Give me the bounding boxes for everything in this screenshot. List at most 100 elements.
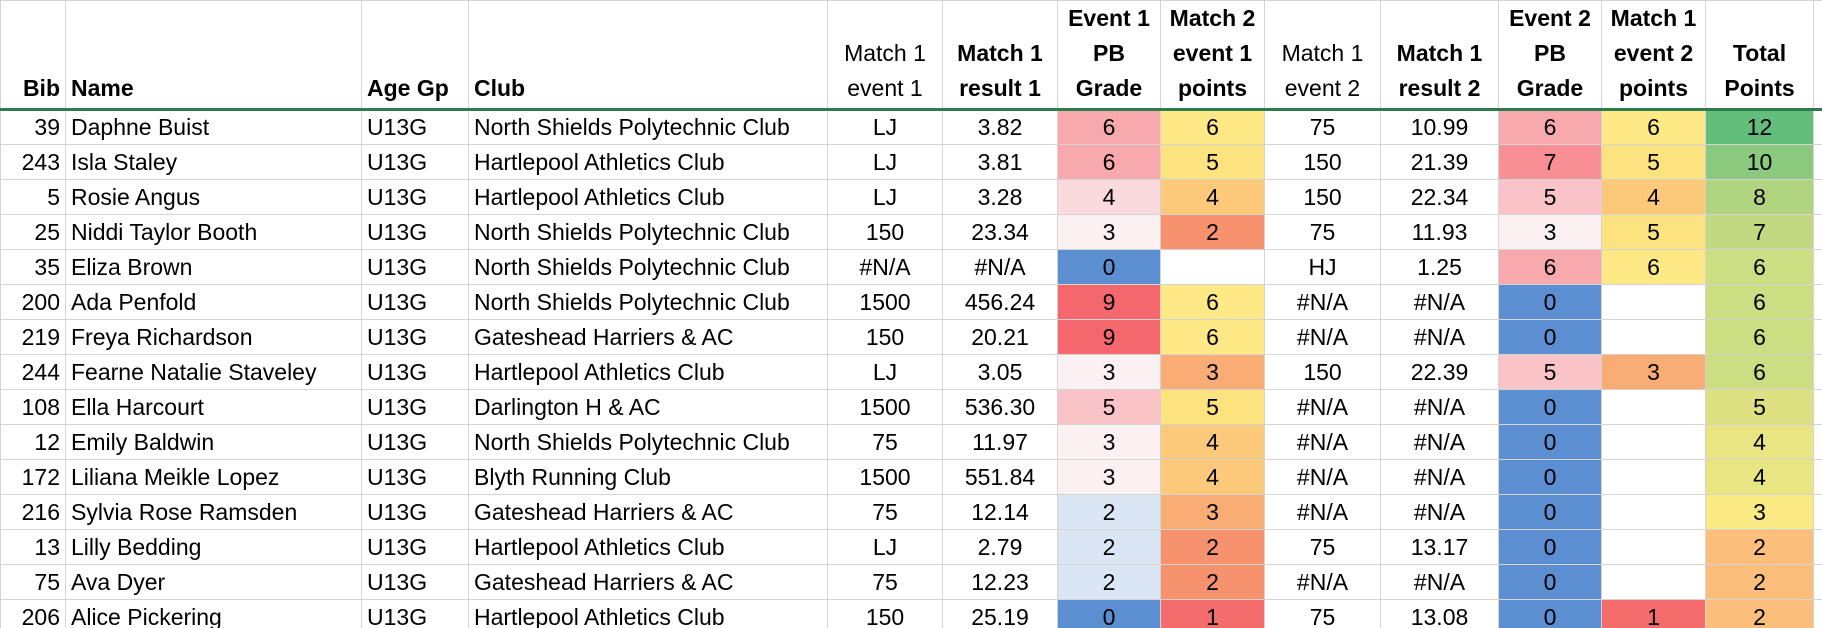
club-cell[interactable]: North Shields Polytechnic Club [468,214,828,250]
points1-cell[interactable]: 1 [1160,599,1265,628]
age-group-cell[interactable]: U13G [361,179,469,215]
club-cell[interactable]: Gateshead Harriers & AC [468,494,828,530]
age-group-cell[interactable]: U13G [361,354,469,390]
pb2-grade-cell[interactable]: 0 [1498,599,1602,628]
pb2-grade-cell[interactable]: 5 [1498,354,1602,390]
event1-cell[interactable]: LJ [827,109,943,145]
pb1-grade-cell[interactable]: 2 [1057,529,1161,565]
points1-cell[interactable]: 6 [1160,284,1265,320]
bib-cell[interactable]: 172 [0,459,66,495]
pb1-grade-cell[interactable]: 2 [1057,494,1161,530]
age-group-cell[interactable]: U13G [361,144,469,180]
pb1-grade-cell[interactable]: 3 [1057,214,1161,250]
points1-cell[interactable]: 5 [1160,144,1265,180]
points1-cell[interactable]: 4 [1160,459,1265,495]
result1-cell[interactable]: #N/A [942,249,1058,285]
age-group-cell[interactable]: U13G [361,424,469,460]
age-group-cell[interactable]: U13G [361,249,469,285]
event2-cell[interactable]: 150 [1264,179,1381,215]
result2-cell[interactable]: #N/A [1380,459,1499,495]
name-cell[interactable]: Rosie Angus [65,179,362,215]
points2-cell[interactable] [1601,564,1706,600]
event1-cell[interactable]: 150 [827,319,943,355]
result1-cell[interactable]: 23.34 [942,214,1058,250]
club-cell[interactable]: Blyth Running Club [468,459,828,495]
club-cell[interactable]: Hartlepool Athletics Club [468,179,828,215]
bib-cell[interactable]: 219 [0,319,66,355]
event1-cell[interactable]: 75 [827,424,943,460]
name-cell[interactable]: Ada Penfold [65,284,362,320]
total-points-cell[interactable]: 2 [1705,599,1814,628]
points2-cell[interactable] [1601,494,1706,530]
total-points-cell[interactable]: 2 [1705,564,1814,600]
club-cell[interactable]: North Shields Polytechnic Club [468,109,828,145]
total-points-cell[interactable]: 2 [1705,529,1814,565]
event1-cell[interactable]: 75 [827,494,943,530]
header-match2-event1-points[interactable]: Match 2 event 1 points [1160,0,1265,111]
header-match1-result1[interactable]: Match 1 result 1 [942,0,1058,111]
club-cell[interactable]: North Shields Polytechnic Club [468,424,828,460]
result1-cell[interactable]: 2.79 [942,529,1058,565]
pb2-grade-cell[interactable]: 0 [1498,459,1602,495]
result1-cell[interactable]: 3.81 [942,144,1058,180]
bib-cell[interactable]: 244 [0,354,66,390]
event1-cell[interactable]: LJ [827,179,943,215]
result1-cell[interactable]: 12.14 [942,494,1058,530]
result1-cell[interactable]: 551.84 [942,459,1058,495]
bib-cell[interactable]: 39 [0,109,66,145]
points2-cell[interactable]: 1 [1601,599,1706,628]
points1-cell[interactable]: 5 [1160,389,1265,425]
event2-cell[interactable]: HJ [1264,249,1381,285]
header-name[interactable]: Name [65,0,362,111]
pb1-grade-cell[interactable]: 6 [1057,109,1161,145]
age-group-cell[interactable]: U13G [361,599,469,628]
event2-cell[interactable]: 150 [1264,354,1381,390]
club-cell[interactable]: North Shields Polytechnic Club [468,249,828,285]
bib-cell[interactable]: 108 [0,389,66,425]
total-points-cell[interactable]: 8 [1705,179,1814,215]
age-group-cell[interactable]: U13G [361,319,469,355]
result2-cell[interactable]: 13.17 [1380,529,1499,565]
pb2-grade-cell[interactable]: 5 [1498,179,1602,215]
result2-cell[interactable]: #N/A [1380,494,1499,530]
event2-cell[interactable]: 75 [1264,214,1381,250]
bib-cell[interactable]: 206 [0,599,66,628]
club-cell[interactable]: Gateshead Harriers & AC [468,319,828,355]
name-cell[interactable]: Ava Dyer [65,564,362,600]
result1-cell[interactable]: 3.28 [942,179,1058,215]
name-cell[interactable]: Isla Staley [65,144,362,180]
pb1-grade-cell[interactable]: 5 [1057,389,1161,425]
result2-cell[interactable]: #N/A [1380,389,1499,425]
total-points-cell[interactable]: 6 [1705,249,1814,285]
event2-cell[interactable]: 150 [1264,144,1381,180]
points2-cell[interactable] [1601,389,1706,425]
event1-cell[interactable]: 1500 [827,459,943,495]
result2-cell[interactable]: #N/A [1380,319,1499,355]
total-points-cell[interactable]: 3 [1705,494,1814,530]
pb1-grade-cell[interactable]: 3 [1057,459,1161,495]
event2-cell[interactable]: 75 [1264,109,1381,145]
points2-cell[interactable] [1601,319,1706,355]
points2-cell[interactable] [1601,284,1706,320]
result1-cell[interactable]: 3.82 [942,109,1058,145]
name-cell[interactable]: Sylvia Rose Ramsden [65,494,362,530]
result2-cell[interactable]: 10.99 [1380,109,1499,145]
name-cell[interactable]: Daphne Buist [65,109,362,145]
points1-cell[interactable]: 4 [1160,424,1265,460]
total-points-cell[interactable]: 4 [1705,459,1814,495]
age-group-cell[interactable]: U13G [361,214,469,250]
event2-cell[interactable]: 75 [1264,529,1381,565]
points1-cell[interactable]: 2 [1160,214,1265,250]
age-group-cell[interactable]: U13G [361,109,469,145]
points1-cell[interactable]: 3 [1160,354,1265,390]
event2-cell[interactable]: #N/A [1264,319,1381,355]
header-match1-result2[interactable]: Match 1 result 2 [1380,0,1499,111]
event2-cell[interactable]: 75 [1264,599,1381,628]
points2-cell[interactable]: 5 [1601,214,1706,250]
age-group-cell[interactable]: U13G [361,284,469,320]
event1-cell[interactable]: LJ [827,529,943,565]
pb2-grade-cell[interactable]: 0 [1498,494,1602,530]
event2-cell[interactable]: #N/A [1264,494,1381,530]
pb1-grade-cell[interactable]: 9 [1057,284,1161,320]
club-cell[interactable]: Hartlepool Athletics Club [468,354,828,390]
